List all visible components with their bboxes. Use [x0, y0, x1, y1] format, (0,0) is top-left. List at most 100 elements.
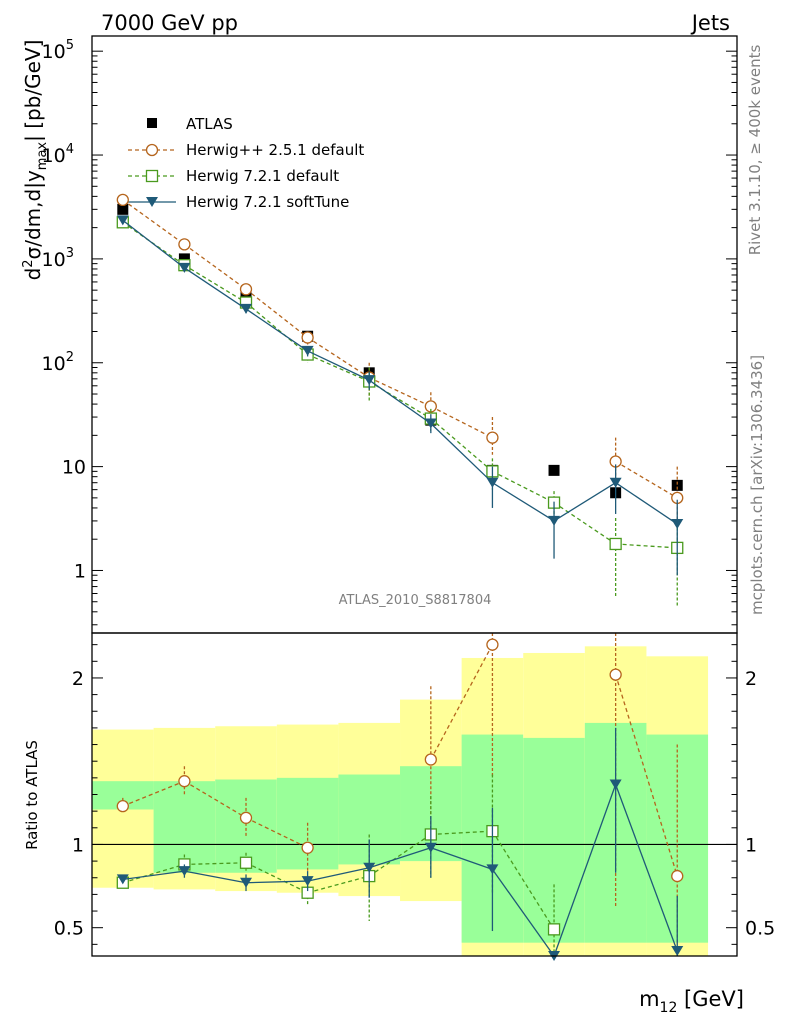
main-line-herwigpp [368, 376, 432, 407]
analysis-watermark: ATLAS_2010_S8817804 [339, 593, 492, 608]
ratio-point-softtune [363, 862, 376, 873]
inner-band-bin [523, 737, 585, 943]
main-point-herwigpp [424, 400, 437, 413]
main-line-softtune [122, 219, 185, 269]
xlabel: m12 [GeV] [639, 987, 744, 1016]
ratio-line-herwig721 [307, 875, 370, 894]
ratio-point-herwigpp [424, 753, 437, 766]
legend-entry-herwigpp: Herwig++ 2.5.1 default [128, 141, 364, 159]
ratio-ylabel: Ratio to ATLAS [23, 740, 41, 850]
ratio-line-herwig721 [245, 862, 308, 894]
ratio-point-softtune [116, 874, 129, 885]
main-point-herwigpp [178, 238, 191, 251]
legend-label-softtune: Herwig 7.2.1 softTune [186, 193, 349, 211]
main-line-softtune [307, 350, 370, 381]
main-series-herwigpp [116, 193, 684, 525]
main-line-herwig721 [368, 380, 432, 420]
ratio-ytick-label-left: 1 [72, 834, 84, 856]
main-line-softtune [553, 482, 616, 522]
ratio-point-softtune [424, 842, 437, 853]
main-line-herwig721 [245, 302, 309, 356]
main-point-herwigpp [486, 431, 499, 444]
ratio-point-softtune [609, 779, 622, 790]
main-point-softtune [240, 303, 253, 314]
ratio-line-softtune [122, 870, 185, 881]
ratio-ytick-label-right: 0.5 [745, 918, 775, 940]
ratio-line-herwig721 [491, 830, 555, 930]
main-point-softtune [363, 375, 376, 386]
ratio-ytick-label-right: 2 [745, 668, 757, 690]
ratio-point-herwigpp [239, 811, 253, 824]
ratio-line-softtune [615, 784, 678, 952]
main-point-herwig721 [609, 537, 622, 551]
ratio-point-softtune [301, 876, 314, 887]
main-point-herwigpp [301, 331, 314, 344]
main-line-herwig721 [553, 502, 617, 545]
main-line-herwig721 [492, 470, 555, 504]
ratio-point-softtune [486, 864, 499, 875]
main-line-herwig721 [615, 543, 678, 549]
ratio-line-herwigpp [245, 817, 308, 849]
legend-marker-herwigpp [145, 143, 159, 157]
main-point-herwigpp [116, 193, 129, 207]
main-line-softtune [245, 308, 308, 352]
main-point-herwigpp [239, 283, 253, 296]
ratio-point-herwigpp [609, 668, 622, 681]
ratio-point-softtune [178, 866, 191, 877]
legend-marker-softtune [146, 197, 158, 207]
ratio-line-herwigpp [184, 780, 247, 819]
main-line-softtune [368, 379, 432, 425]
main-point-data [240, 290, 252, 302]
legend-entry-softtune: Herwig 7.2.1 softTune [128, 193, 349, 211]
main-ytick-label: 102 [42, 350, 74, 375]
main-line-softtune [184, 267, 247, 310]
legend-label-herwig721: Herwig 7.2.1 default [186, 167, 339, 185]
ratio-plot [92, 633, 737, 961]
ratio-line-herwigpp [615, 674, 678, 877]
main-line-herwig721 [307, 353, 370, 383]
main-point-data [671, 479, 683, 491]
main-line-softtune [492, 482, 555, 522]
main-line-herwigpp [430, 405, 493, 439]
legend-label-atlas: ATLAS [186, 115, 233, 133]
ratio-point-herwigpp [301, 841, 314, 854]
main-point-softtune [301, 345, 314, 356]
main-line-herwig721 [184, 264, 247, 304]
legend-entry-atlas: ATLAS [147, 115, 233, 133]
ratio-line-herwig721 [122, 863, 185, 884]
ratio-line-herwig721 [368, 833, 432, 877]
main-point-data [117, 203, 129, 215]
ratio-point-herwigpp [178, 775, 191, 788]
ratio-point-softtune [240, 877, 253, 888]
main-point-softtune [116, 215, 129, 226]
ratio-point-herwigpp [116, 800, 129, 813]
ratio-line-softtune [553, 784, 617, 957]
main-point-softtune [609, 477, 622, 488]
main-series-softtune [116, 215, 684, 576]
legend-marker-atlas [147, 118, 157, 128]
main-line-herwigpp [307, 336, 370, 379]
main-point-softtune [424, 418, 437, 429]
main-ytick-label: 1 [74, 560, 86, 582]
main-point-softtune [671, 519, 684, 530]
main-line-herwigpp [184, 243, 247, 290]
ratio-line-softtune [491, 869, 555, 957]
main-ytick-label: 103 [42, 246, 74, 271]
main-point-data [548, 464, 560, 476]
main-ytick-label: 105 [42, 38, 74, 63]
ratio-line-herwig721 [184, 862, 247, 866]
ratio-ytick-label-right: 1 [745, 834, 757, 856]
header-left-label: 7000 GeV pp [101, 11, 238, 35]
legend-label-herwigpp: Herwig++ 2.5.1 default [186, 141, 364, 159]
rivet-label: Rivet 3.1.10, ≥ 400k events [746, 45, 764, 256]
main-line-herwig721 [430, 418, 493, 472]
axes-frames: 1 10 102 103 104 105 0.5 0.5 1 1 2 2 [42, 35, 775, 957]
ratio-point-softtune [671, 946, 684, 957]
header-right-label: Jets [690, 11, 730, 35]
main-point-softtune [548, 515, 561, 526]
main-line-herwigpp [615, 460, 678, 499]
ratio-ytick-label-left: 0.5 [54, 918, 84, 940]
inner-band-bin [153, 781, 216, 873]
main-ytick-label: 10 [62, 457, 86, 479]
